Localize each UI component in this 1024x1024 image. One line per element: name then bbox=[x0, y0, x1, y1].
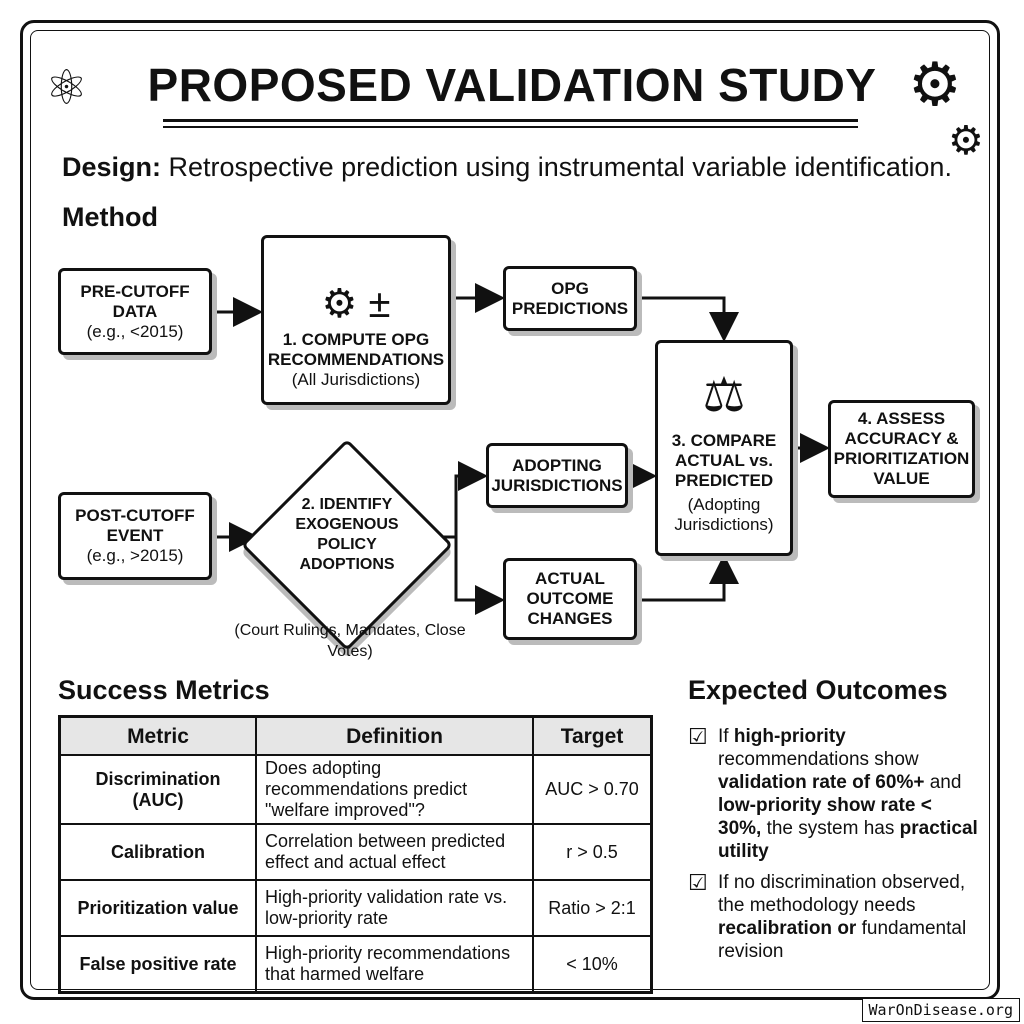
col-header: Target bbox=[532, 715, 653, 756]
assess-title: 4. ASSESS ACCURACY & PRIORITIZATION VALU… bbox=[833, 409, 970, 488]
metric-cell: False positive rate bbox=[58, 935, 257, 994]
title-underline-2 bbox=[163, 126, 858, 128]
outcome-text-segment: the system has bbox=[761, 818, 900, 839]
gear-icon: ⚙ bbox=[908, 51, 962, 118]
outcome-text-segment: recommendations show bbox=[718, 749, 919, 770]
actual-outcome-box: ACTUAL OUTCOME CHANGES bbox=[503, 558, 637, 640]
check-circle-icon: ☑ bbox=[688, 724, 708, 749]
compare-title: 3. COMPARE ACTUAL vs. PREDICTED bbox=[671, 431, 777, 490]
adopting-title: ADOPTING JURISDICTIONS bbox=[491, 455, 623, 495]
target-cell: < 10% bbox=[532, 935, 653, 994]
check-circle-icon: ☑ bbox=[688, 870, 708, 895]
outcome-text-segment: recalibration or bbox=[718, 918, 857, 939]
identify-caption: (Court Rulings, Mandates, Close Votes) bbox=[234, 622, 466, 660]
compute-title: 1. COMPUTE OPG RECOMMENDATIONS bbox=[267, 330, 445, 369]
actual-title: ACTUAL OUTCOME CHANGES bbox=[526, 569, 614, 628]
outcome-text-segment: If no discrimination observed, the metho… bbox=[718, 872, 966, 916]
target-cell: r > 0.5 bbox=[532, 823, 653, 881]
arrow-identify-to-adopting bbox=[440, 461, 488, 539]
outcome-text-segment: validation rate of 60%+ bbox=[718, 772, 925, 793]
definition-cell: High-priority recommendations that harme… bbox=[255, 935, 534, 994]
metric-cell: Calibration bbox=[58, 823, 257, 881]
success-metrics-table: Metric Definition Target Discrimination … bbox=[58, 715, 653, 994]
definition-cell: High-priority validation rate vs. low-pr… bbox=[255, 879, 534, 937]
table-row: Calibration Correlation between predicted… bbox=[58, 823, 653, 881]
post-cutoff-title: POST-CUTOFF EVENT bbox=[75, 506, 195, 545]
design-label: Design: bbox=[62, 152, 162, 182]
design-line: Design: Retrospective prediction using i… bbox=[62, 152, 952, 183]
table-row: Discrimination (AUC) Does adopting recomm… bbox=[58, 754, 653, 825]
definition-cell: Does adopting recommendations predict "w… bbox=[255, 754, 534, 825]
method-heading: Method bbox=[62, 202, 158, 232]
expected-outcomes-heading: Expected Outcomes bbox=[688, 675, 948, 705]
assess-box: 4. ASSESS ACCURACY & PRIORITIZATION VALU… bbox=[828, 400, 975, 498]
table-row: Prioritization value High-priority valida… bbox=[58, 879, 653, 937]
metric-cell: Discrimination (AUC) bbox=[58, 754, 257, 825]
outcome-text-segment: high-priority bbox=[733, 726, 846, 747]
metric-cell: Prioritization value bbox=[58, 879, 257, 937]
outcome-text-segment: If bbox=[718, 726, 734, 747]
compute-recommendations-box: ⚙ ± 1. COMPUTE OPG RECOMMENDATIONS (All … bbox=[261, 235, 451, 405]
atom-icon: ⚛ bbox=[45, 62, 89, 115]
target-cell: Ratio > 2:1 bbox=[532, 879, 653, 937]
col-header: Definition bbox=[255, 715, 534, 756]
pre-cutoff-sub: (e.g., <2015) bbox=[86, 321, 184, 341]
compute-sub: (All Jurisdictions) bbox=[291, 370, 421, 389]
target-cell: AUC > 0.70 bbox=[532, 754, 653, 825]
page-title: PROPOSED VALIDATION STUDY bbox=[147, 59, 877, 111]
gear-small-icon: ⚙ bbox=[948, 119, 984, 163]
outcome-text-segment: practical utility bbox=[718, 818, 978, 862]
col-header: Metric bbox=[58, 715, 257, 756]
compare-box: ⚖ 3. COMPARE ACTUAL vs. PREDICTED (Adopt… bbox=[655, 340, 793, 556]
pre-cutoff-data-box: PRE-CUTOFF DATA (e.g., <2015) bbox=[58, 268, 212, 355]
adopting-jurisdictions-box: ADOPTING JURISDICTIONS bbox=[486, 443, 628, 508]
post-cutoff-event-box: POST-CUTOFF EVENT (e.g., >2015) bbox=[58, 492, 212, 580]
post-cutoff-sub: (e.g., >2015) bbox=[86, 546, 184, 565]
gears-calculator-icon: ⚙ ± bbox=[321, 282, 391, 326]
outcome-item: ☑ If high-priority recommendations show v… bbox=[688, 725, 978, 863]
watermark: WarOnDisease.org bbox=[861, 998, 1020, 1022]
outer-frame bbox=[20, 20, 1000, 1000]
outcome-text-segment: and bbox=[924, 772, 962, 793]
opg-predictions-title: OPG PREDICTIONS bbox=[511, 278, 629, 318]
pre-cutoff-title: PRE-CUTOFF DATA bbox=[80, 281, 190, 321]
arrow-identify-to-actual bbox=[454, 537, 505, 615]
outcome-text-segment: low-priority show rate < 30%, bbox=[718, 795, 932, 839]
title-underline bbox=[163, 119, 858, 122]
compare-sub: (Adopting Jurisdictions) bbox=[674, 495, 774, 534]
definition-cell: Correlation between predicted effect and… bbox=[255, 823, 534, 881]
outcome-text-segment: fundamental revision bbox=[718, 918, 967, 962]
arrow-opg-to-compare bbox=[639, 296, 739, 342]
opg-predictions-box: OPG PREDICTIONS bbox=[503, 266, 637, 331]
scales-icon: ⚖ bbox=[702, 369, 746, 422]
table-row: False positive rate High-priority recomme… bbox=[58, 935, 653, 994]
identify-title: 2. IDENTIFY EXOGENOUS POLICY ADOPTIONS bbox=[295, 496, 399, 573]
design-text: Retrospective prediction using instrumen… bbox=[168, 152, 952, 182]
success-metrics-heading: Success Metrics bbox=[58, 675, 270, 705]
outcome-item: ☑ If no discrimination observed, the meth… bbox=[688, 871, 978, 963]
arrow-actual-to-compare bbox=[639, 554, 739, 602]
expected-outcomes-list: ☑ If high-priority recommendations show v… bbox=[688, 725, 978, 971]
